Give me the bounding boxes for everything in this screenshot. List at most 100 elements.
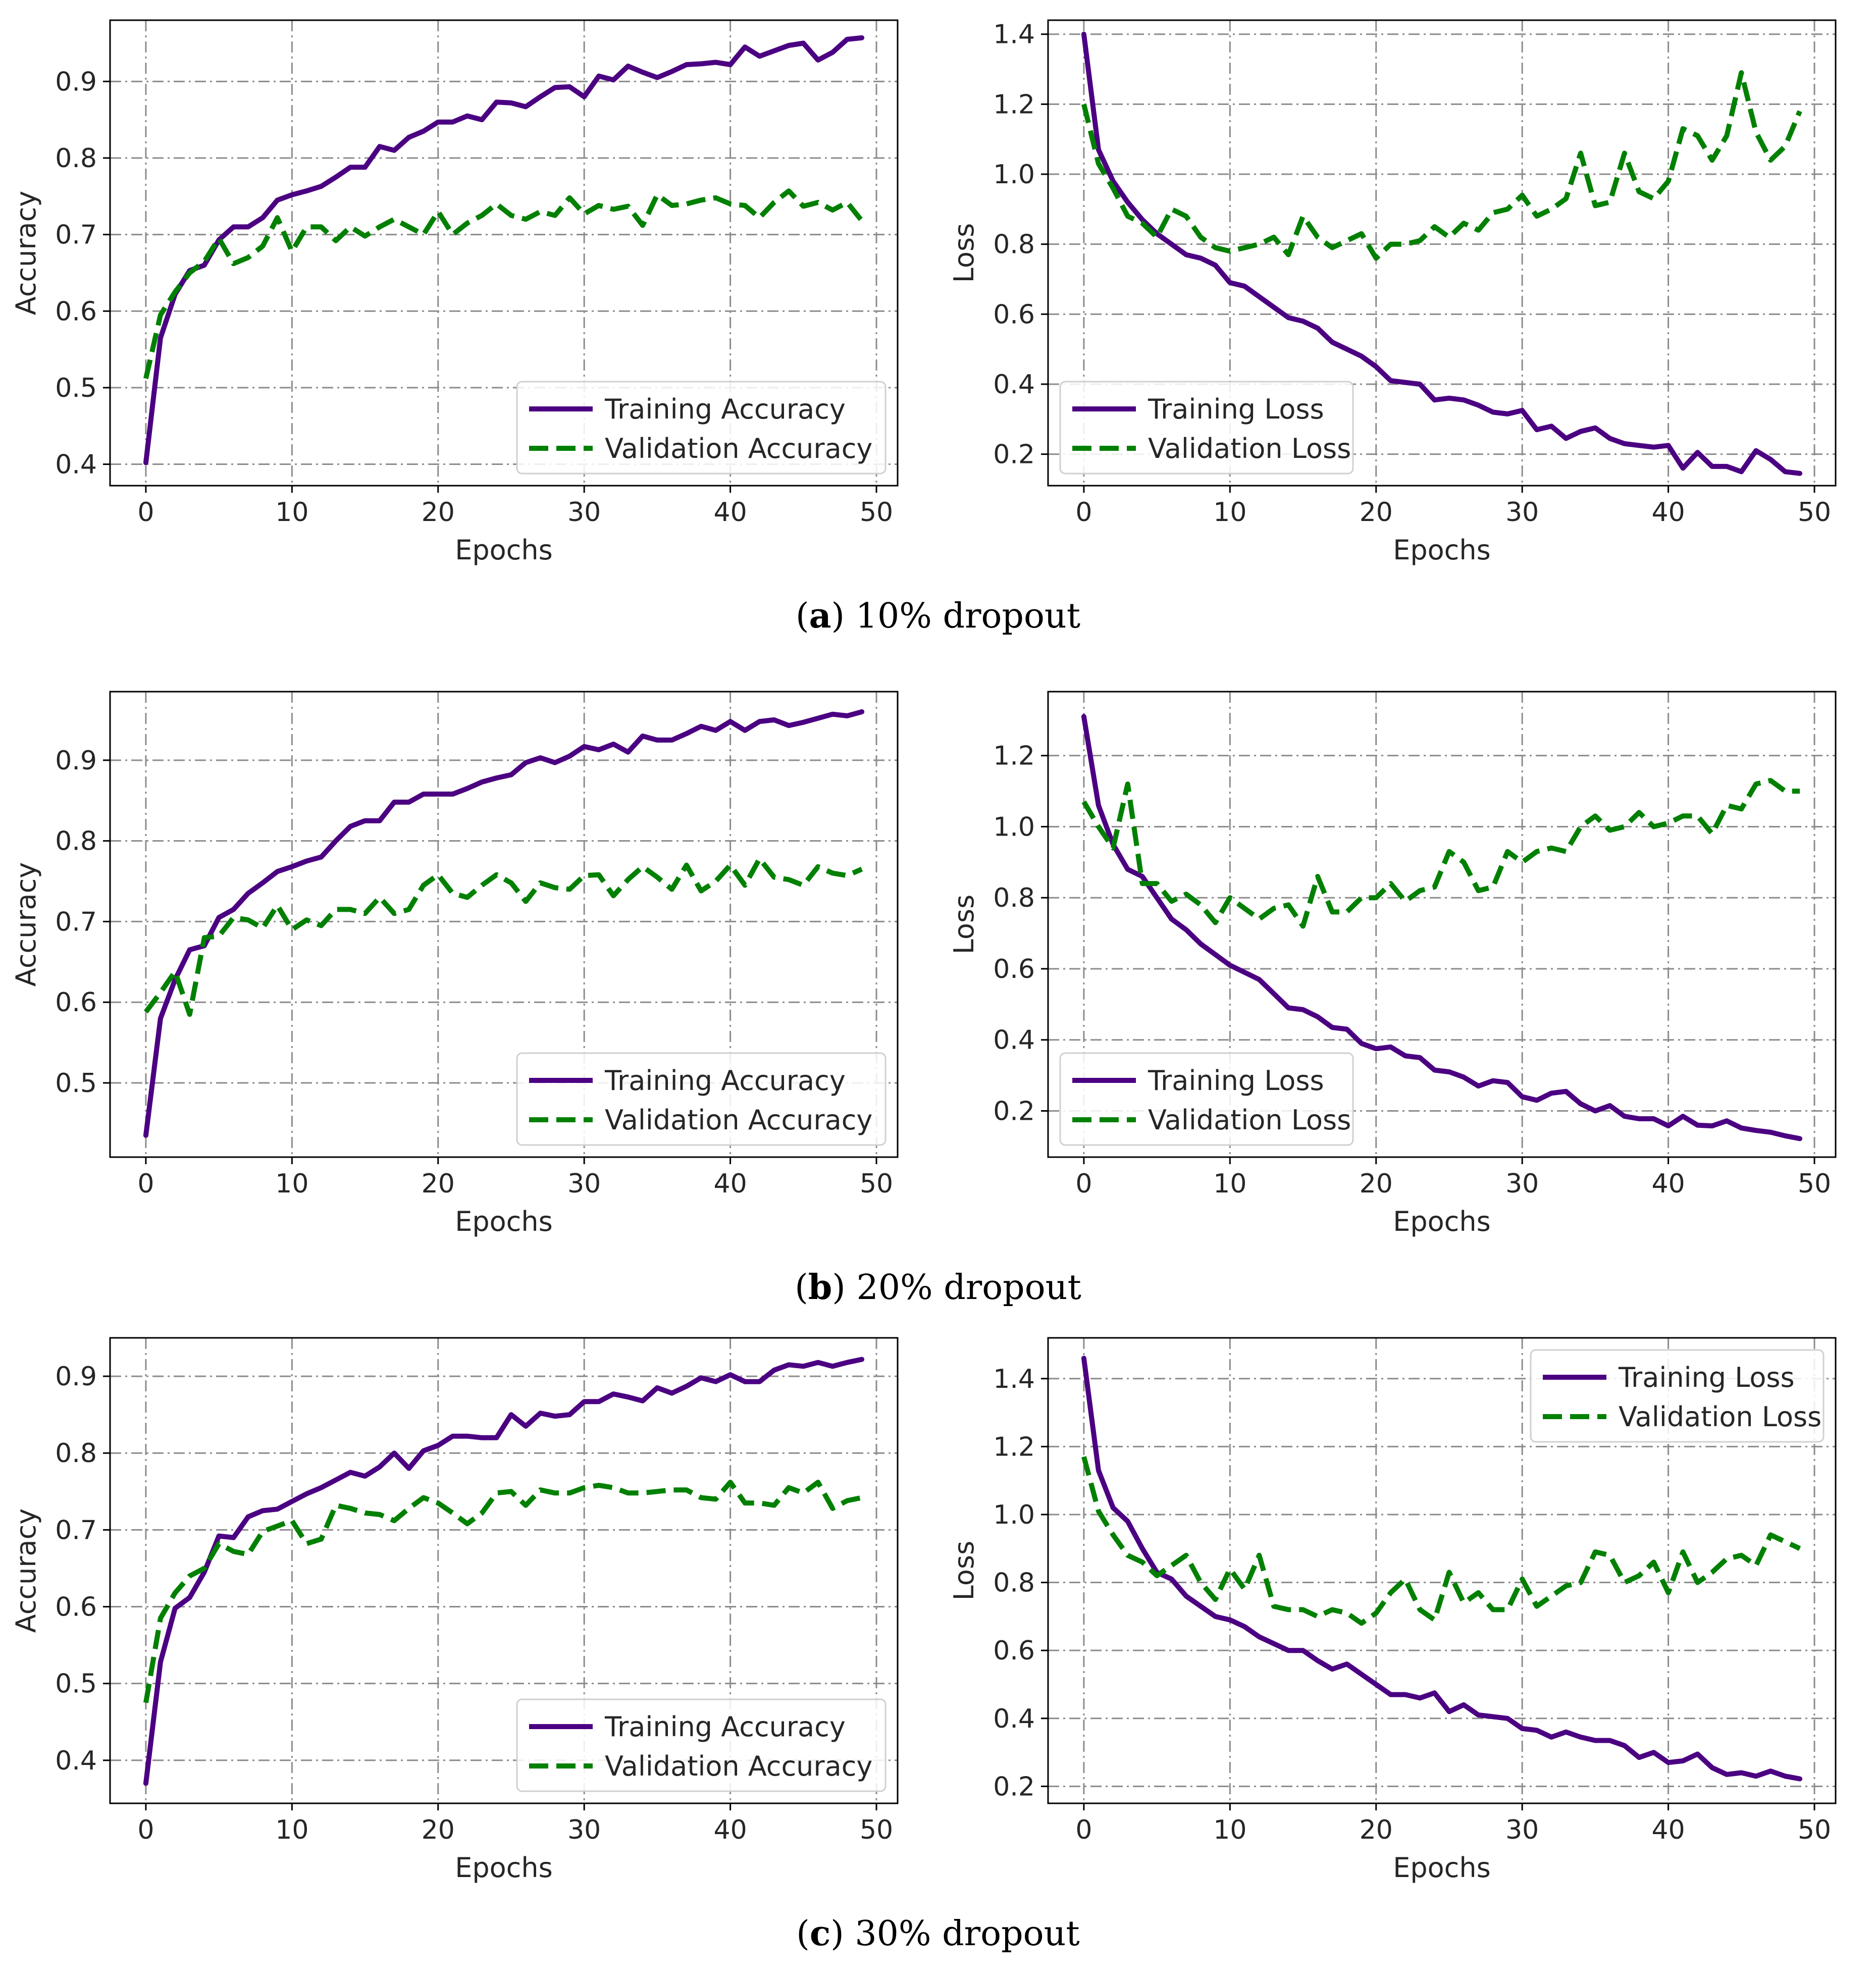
validation-series-line <box>143 856 863 1017</box>
x-tick-label: 20 <box>1360 1169 1393 1199</box>
y-tick-label: 0.5 <box>55 1669 97 1699</box>
plot-frame <box>109 19 899 487</box>
x-tick-label: 10 <box>1213 1815 1246 1845</box>
x-tick-label: 40 <box>1652 1815 1685 1845</box>
y-tick-label: 0.8 <box>993 1568 1035 1598</box>
x-tick-label: 0 <box>1075 497 1092 528</box>
y-tick-label: 0.6 <box>55 987 97 1018</box>
legend-label: Validation Loss <box>1148 1104 1351 1136</box>
legend-label: Training Accuracy <box>604 1065 846 1097</box>
y-tick-label: 1.0 <box>993 1500 1035 1530</box>
x-tick-label: 50 <box>860 1815 893 1845</box>
plot-frame <box>109 1337 899 1804</box>
y-tick-label: 0.8 <box>55 143 97 174</box>
legend-label: Training Loss <box>1148 1065 1324 1097</box>
y-tick-label: 0.4 <box>55 450 97 480</box>
y-tick-label: 0.2 <box>993 440 1035 470</box>
x-tick-label: 50 <box>860 497 893 528</box>
loss-chart-c: 0 10 20 30 40 50 0.2 0.4 0.6 0.8 1.0 1.2 1.4 Epochs Lo… <box>948 1337 1837 1884</box>
x-tick-label: 0 <box>1075 1169 1092 1199</box>
training-series-line <box>1081 714 1803 1141</box>
x-tick-label: 0 <box>137 1169 154 1199</box>
y-tick-label: 1.0 <box>993 812 1035 842</box>
caption-b: (b) 20% dropout <box>795 1267 1081 1308</box>
x-tick-label: 10 <box>275 497 308 528</box>
legend-label: Training Loss <box>1618 1362 1795 1393</box>
x-axis-label: Epochs <box>1393 1206 1490 1237</box>
y-axis-label: Accuracy <box>10 862 42 987</box>
caption-c: (c) 30% dropout <box>796 1913 1080 1954</box>
y-tick-label: 0.4 <box>993 1025 1035 1056</box>
legend-label: Training Accuracy <box>604 1711 846 1743</box>
y-axis-label: Loss <box>948 1541 980 1600</box>
accuracy-chart-c: 0 10 20 30 40 50 0.4 0.5 0.6 0.7 0.8 0.9 Epochs Accur… <box>10 1337 899 1884</box>
y-tick-label: 0.5 <box>55 1068 97 1099</box>
validation-series-line <box>143 188 864 379</box>
legend: Training Accuracy Validation Accuracy <box>516 1052 887 1146</box>
training-series-line <box>1081 1356 1803 1782</box>
x-axis-label: Epochs <box>455 534 552 566</box>
legend: Training Loss Validation Loss <box>1530 1349 1825 1443</box>
plot-frame <box>109 691 899 1158</box>
legend: Training Accuracy Validation Accuracy <box>516 1698 887 1792</box>
loss-chart-b: 0 10 20 30 40 50 0.2 0.4 0.6 0.8 1.0 1.2 Epochs Loss T… <box>948 691 1837 1237</box>
y-tick-label: 0.8 <box>55 1438 97 1469</box>
y-axis-label: Loss <box>948 895 980 954</box>
plot-frame <box>1047 691 1837 1158</box>
x-tick-label: 40 <box>1652 497 1685 528</box>
x-tick-label: 40 <box>714 497 747 528</box>
x-tick-label: 50 <box>1798 1169 1831 1199</box>
y-tick-label: 0.7 <box>55 1515 97 1545</box>
x-tick-label: 50 <box>860 1169 893 1199</box>
y-tick-label: 0.6 <box>55 1592 97 1623</box>
legend-label: Validation Loss <box>1619 1401 1821 1433</box>
y-tick-label: 1.2 <box>993 1432 1035 1462</box>
training-series-line <box>1081 31 1803 476</box>
y-tick-label: 0.2 <box>993 1772 1035 1802</box>
loss-chart-a: 0 10 20 30 40 50 0.2 0.4 0.6 0.8 1.0 1.2 1.4 Epochs Lo… <box>948 19 1837 566</box>
legend-label: Training Loss <box>1148 393 1324 425</box>
legend-label: Validation Accuracy <box>605 433 872 464</box>
x-tick-label: 20 <box>1360 497 1393 528</box>
y-tick-label: 0.8 <box>993 883 1035 913</box>
y-tick-label: 0.4 <box>55 1746 97 1776</box>
panel-c: 0 10 20 30 40 50 0.4 0.5 0.6 0.7 0.8 0.9 Epochs Accur… <box>0 1318 1876 1974</box>
x-tick-label: 50 <box>1798 1815 1831 1845</box>
panel-a: 0 10 20 30 40 50 0.4 0.5 0.6 0.7 0.8 0.9 Epochs Accur… <box>0 0 1876 656</box>
x-axis-label: Epochs <box>455 1852 552 1884</box>
validation-series-line <box>143 1480 863 1703</box>
x-tick-label: 0 <box>137 497 154 528</box>
y-tick-label: 1.2 <box>993 89 1035 120</box>
y-tick-label: 0.8 <box>55 826 97 857</box>
x-axis-label: Epochs <box>455 1206 552 1237</box>
validation-series-line <box>1081 778 1800 929</box>
legend: Training Loss Validation Loss <box>1059 1052 1354 1146</box>
y-tick-label: 0.5 <box>55 373 97 403</box>
validation-series-line <box>1081 1456 1801 1626</box>
y-tick-label: 0.7 <box>55 907 97 937</box>
x-tick-label: 30 <box>1505 497 1539 528</box>
y-tick-label: 0.9 <box>55 1362 97 1392</box>
y-axis-label: Accuracy <box>10 1508 42 1633</box>
accuracy-chart-b: 0 10 20 30 40 50 0.5 0.6 0.7 0.8 0.9 Epochs Accuracy… <box>10 691 899 1237</box>
x-tick-label: 20 <box>422 1169 455 1199</box>
x-tick-label: 50 <box>1798 497 1831 528</box>
x-tick-label: 40 <box>1652 1169 1685 1199</box>
x-tick-label: 40 <box>714 1815 747 1845</box>
plot-frame <box>1047 1337 1837 1804</box>
x-tick-label: 30 <box>567 497 601 528</box>
y-tick-label: 1.0 <box>993 160 1035 190</box>
training-series-line <box>143 35 865 465</box>
y-tick-label: 1.4 <box>993 20 1035 50</box>
x-axis-label: Epochs <box>1393 534 1490 566</box>
caption-a: (a) 10% dropout <box>795 596 1081 636</box>
x-tick-label: 30 <box>567 1815 601 1845</box>
accuracy-chart-a: 0 10 20 30 40 50 0.4 0.5 0.6 0.7 0.8 0.9 Epochs Accur… <box>10 19 899 566</box>
y-tick-label: 0.7 <box>55 220 97 250</box>
y-tick-label: 0.8 <box>993 230 1035 260</box>
y-tick-label: 0.4 <box>993 370 1035 400</box>
legend: Training Accuracy Validation Accuracy <box>516 381 887 475</box>
y-tick-label: 0.6 <box>993 1636 1035 1666</box>
x-tick-label: 20 <box>422 497 455 528</box>
legend-label: Validation Accuracy <box>605 1750 872 1782</box>
